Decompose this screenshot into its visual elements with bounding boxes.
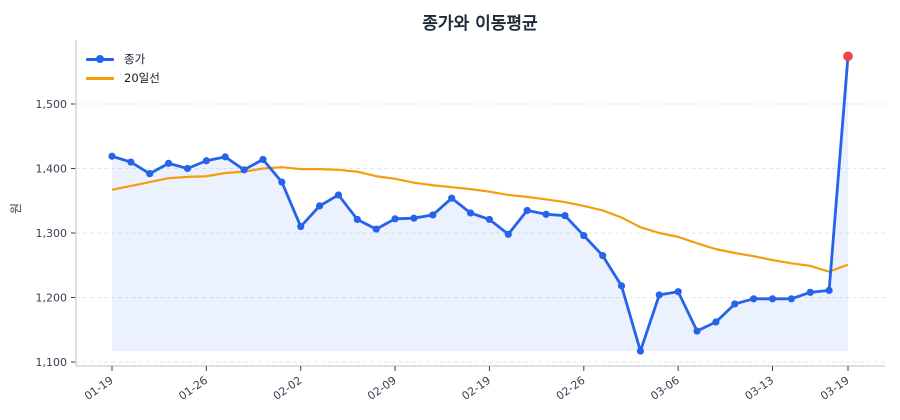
legend: 종가 20일선 [86,49,160,87]
data-point [183,164,192,173]
legend-item-ma20: 20일선 [86,68,160,87]
chart-title: 종가와 이동평균 [422,14,538,34]
data-point [278,178,286,186]
legend-label: 종가 [124,51,146,66]
x-tick-label: 03-06 [648,374,682,403]
data-point [353,215,361,224]
x-tick-label: 03-19 [818,374,852,403]
data-point [466,209,475,217]
data-point [768,295,777,303]
close-price-line [111,56,850,353]
ma20-line [111,166,849,273]
y-axis-label: 원 [9,202,24,215]
data-point [127,158,135,166]
x-tick-label: 02-09 [365,374,399,403]
data-point [410,214,418,222]
data-point [202,157,210,165]
highlight-point [843,51,853,62]
data-point [523,206,531,215]
data-point [542,210,550,218]
data-point [315,202,324,210]
line-marker-icon [86,54,114,64]
data-point [599,251,607,260]
x-tick-label: 02-19 [460,374,494,403]
x-tick-label: 02-26 [554,374,588,403]
y-tick-label: 1,300 [36,227,68,240]
data-point [334,191,343,199]
y-tick-label: 1,400 [36,163,68,176]
data-point [750,295,758,303]
data-point [297,222,305,231]
data-point [561,211,569,220]
data-point [108,152,116,160]
line-icon [86,73,114,83]
data-point [787,295,795,303]
data-point [504,230,512,238]
data-point [655,291,663,299]
data-point [372,225,380,233]
data-point [712,318,720,326]
data-point [580,231,588,240]
data-point [731,300,739,308]
data-point [674,288,682,296]
data-point [429,211,437,219]
data-point [146,170,154,178]
x-tick-label: 01-19 [82,374,116,403]
data-point [617,282,626,290]
data-point [165,159,173,167]
legend-item-close: 종가 [86,49,160,68]
y-tick-label: 1,500 [36,98,68,111]
y-tick-label: 1,100 [36,356,68,369]
legend-label: 20일선 [124,70,160,85]
data-point [391,215,399,223]
data-point [806,288,814,296]
data-point [259,155,267,164]
x-tick-label: 03-13 [743,374,777,403]
y-tick-label: 1,200 [36,292,68,305]
data-point [636,347,645,355]
close-fill-area [112,56,848,352]
data-point [693,327,701,335]
data-point [240,166,248,174]
data-point [825,286,833,295]
x-tick-label: 02-02 [271,374,305,403]
x-tick-label: 01-26 [176,374,210,403]
data-point [485,215,494,224]
data-point [448,194,456,202]
data-point [221,153,229,161]
